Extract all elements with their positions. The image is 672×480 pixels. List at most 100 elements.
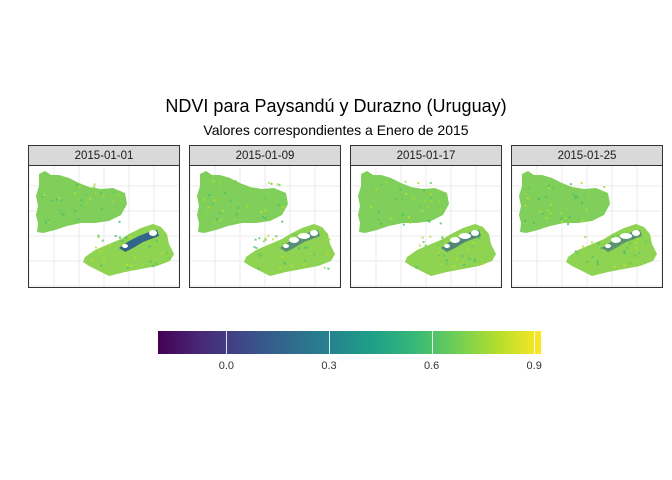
ndvi-pixel (538, 210, 541, 213)
ndvi-pixel (473, 260, 476, 263)
ndvi-map (351, 166, 501, 287)
ndvi-pixel (318, 263, 321, 266)
ndvi-pixel (574, 250, 577, 253)
ndvi-pixel (635, 260, 637, 262)
ndvi-pixel (441, 235, 444, 238)
ndvi-pixel (59, 212, 62, 215)
ndvi-pixel (326, 253, 329, 256)
ndvi-pixel (85, 201, 88, 204)
ndvi-pixel (146, 255, 149, 258)
ndvi-pixel (445, 259, 448, 262)
ndvi-pixel (596, 260, 599, 263)
ndvi-pixel (100, 191, 102, 194)
ndvi-pixel (236, 206, 239, 209)
ndvi-pixel (537, 198, 540, 201)
ndvi-pixel (629, 262, 632, 265)
ndvi-map (190, 166, 340, 287)
ndvi-pixel (590, 241, 593, 244)
masked-reservoir (283, 244, 289, 248)
masked-reservoir (289, 237, 299, 243)
ndvi-pixel (623, 264, 626, 267)
ndvi-pixel (600, 247, 603, 249)
ndvi-pixel (56, 198, 59, 201)
ndvi-pixel (574, 195, 577, 198)
masked-reservoir (620, 233, 632, 239)
ndvi-pixel (428, 261, 430, 263)
ndvi-pixel (404, 180, 407, 183)
ndvi-colorbar (158, 331, 541, 354)
ndvi-pixel (446, 262, 449, 265)
ndvi-pixel (161, 252, 164, 254)
ndvi-pixel (584, 236, 587, 239)
ndvi-pixel (596, 263, 599, 265)
ndvi-pixel (426, 205, 429, 208)
ndvi-pixel (89, 197, 92, 200)
ndvi-pixel (549, 212, 552, 215)
ndvi-pixel (550, 203, 552, 206)
ndvi-pixel (126, 266, 129, 269)
ndvi-pixel (285, 255, 288, 258)
ndvi-map (512, 166, 662, 287)
ndvi-pixel (109, 244, 111, 247)
ndvi-pixel (119, 199, 122, 202)
colorbar-tick-label: 0.0 (218, 360, 235, 372)
ndvi-pixel (580, 182, 583, 184)
ndvi-pixel (626, 246, 629, 249)
ndvi-pixel (402, 223, 405, 226)
ndvi-pixel (378, 211, 381, 214)
ndvi-pixel (545, 217, 548, 220)
ndvi-pixel (219, 219, 222, 221)
ndvi-pixel (582, 245, 584, 248)
ndvi-pixel (280, 255, 283, 258)
ndvi-pixel (304, 259, 307, 262)
ndvi-pixel (415, 266, 418, 269)
ndvi-pixel (439, 222, 442, 225)
ndvi-pixel (409, 221, 412, 224)
facet-strip-label: 2015-01-09 (189, 145, 341, 166)
ndvi-pixel (560, 217, 563, 220)
ndvi-pixel (80, 199, 83, 202)
ndvi-pixel (152, 265, 155, 268)
ndvi-pixel (84, 194, 87, 197)
colorbar-tick-label: 0.3 (321, 360, 337, 372)
ndvi-pixel (270, 182, 273, 185)
ndvi-pixel (59, 209, 62, 212)
ndvi-pixel (421, 210, 424, 212)
ndvi-pixel (42, 194, 45, 197)
ndvi-pixel (112, 191, 115, 194)
ndvi-pixel (418, 244, 421, 247)
ndvi-pixel (574, 197, 577, 200)
ndvi-pixel (377, 218, 380, 221)
masked-reservoir (298, 233, 310, 239)
ndvi-pixel (276, 183, 279, 186)
ndvi-pixel (547, 209, 549, 212)
ndvi-pixel (123, 250, 126, 253)
ndvi-pixel (239, 209, 241, 212)
ndvi-pixel (218, 212, 221, 215)
ndvi-pixel (264, 238, 267, 241)
ndvi-pixel (581, 219, 584, 222)
ndvi-pixel (129, 236, 132, 239)
ndvi-pixel (405, 193, 408, 195)
paysandu-region (197, 171, 288, 233)
masked-reservoir (471, 230, 479, 236)
masked-reservoir (444, 244, 450, 248)
ndvi-pixel (262, 216, 264, 218)
ndvi-pixel (384, 180, 387, 183)
ndvi-pixel (291, 265, 294, 268)
ndvi-pixel (74, 210, 76, 212)
ndvi-pixel (234, 180, 237, 183)
ndvi-pixel (443, 254, 445, 257)
ndvi-pixel (411, 196, 414, 199)
ndvi-pixel (462, 261, 465, 264)
facet-strip-label: 2015-01-17 (350, 145, 502, 166)
ndvi-pixel (401, 198, 403, 201)
masked-reservoir (310, 230, 318, 236)
ndvi-pixel (370, 206, 372, 209)
ndvi-pixel (275, 235, 278, 238)
ndvi-pixel (424, 244, 427, 247)
masked-reservoir (632, 230, 640, 236)
ndvi-pixel (401, 213, 404, 216)
ndvi-pixel (452, 265, 455, 268)
ndvi-pixel (148, 245, 151, 248)
